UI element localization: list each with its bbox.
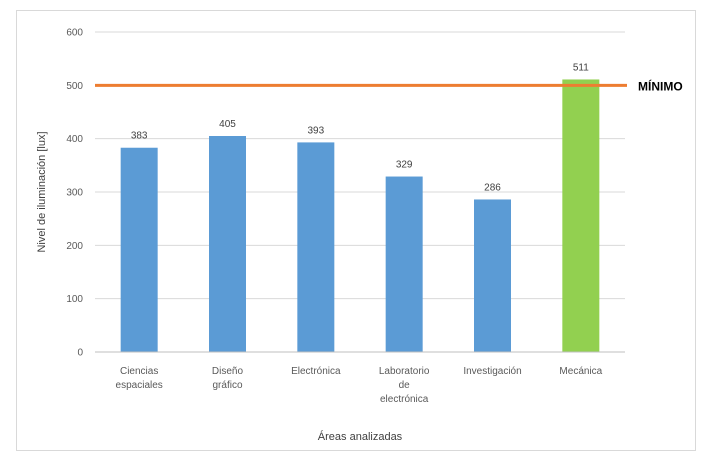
bar — [209, 136, 246, 352]
y-tick-label: 0 — [77, 348, 83, 359]
y-tick-label: 500 — [66, 81, 83, 92]
x-category-label: Diseño gráfico — [212, 366, 244, 391]
data-label: 511 — [573, 62, 589, 73]
y-tick-label: 300 — [66, 188, 83, 199]
data-labels: 383 405 393 329 286 511 — [131, 62, 589, 193]
data-label: 383 — [131, 131, 148, 142]
x-category-label: Laboratorio de electrónica — [379, 366, 430, 405]
bar — [474, 199, 511, 352]
y-tick-label: 600 — [66, 28, 83, 39]
bar — [297, 142, 335, 352]
y-tick-label: 100 — [66, 294, 83, 305]
gridlines — [95, 31, 625, 300]
bar — [562, 79, 600, 352]
bar — [120, 147, 158, 352]
minimum-reference-label: MÍNIMO — [638, 78, 683, 93]
y-tick-label: 400 — [66, 134, 83, 145]
x-category-label: Electrónica — [291, 366, 341, 377]
data-label: 329 — [396, 160, 413, 171]
bar — [385, 176, 423, 352]
y-axis-title: Nivel de iluminación [lux] — [36, 131, 48, 252]
data-label: 405 — [219, 119, 236, 130]
x-axis-title: Áreas analizadas — [318, 430, 403, 443]
bars — [120, 79, 600, 352]
x-category-label: Ciencias espaciales — [116, 366, 163, 391]
data-label: 286 — [484, 182, 501, 193]
x-category-label: Mecánica — [559, 366, 602, 377]
x-category-label: Investigación — [463, 366, 521, 377]
data-label: 393 — [307, 125, 324, 136]
x-category-labels: Ciencias espaciales Diseño gráfico Electróni… — [116, 366, 603, 405]
y-tick-label: 200 — [66, 241, 83, 252]
y-tick-labels: 0 100 200 300 400 500 600 — [66, 28, 83, 359]
